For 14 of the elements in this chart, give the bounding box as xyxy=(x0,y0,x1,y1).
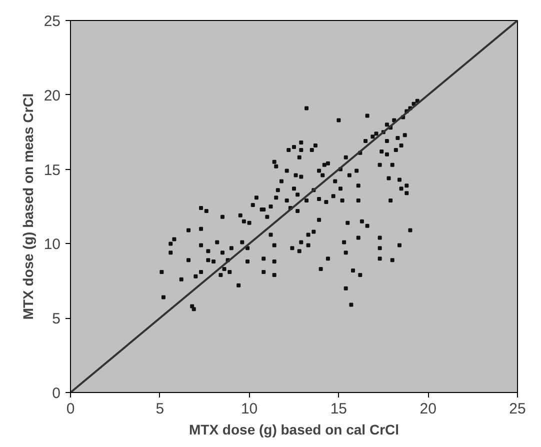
x-tick-label: 15 xyxy=(330,400,348,418)
x-tick-label: 25 xyxy=(509,400,526,418)
x-tick-label: 5 xyxy=(156,400,164,418)
x-axis-title: MTX dose (g) based on cal CrCl xyxy=(188,422,400,438)
y-tick-label: 20 xyxy=(44,87,61,104)
y-tick-label: 0 xyxy=(52,385,60,402)
x-tick-label: 20 xyxy=(420,400,436,418)
x-tick-label: 10 xyxy=(240,400,258,418)
y-tick-label: 5 xyxy=(52,310,60,328)
y-tick-label: 10 xyxy=(44,236,61,254)
x-tick-label: 0 xyxy=(66,400,75,418)
y-axis-title: MTX dose (g) based on meas CrCl xyxy=(20,93,36,320)
y-tick-label: 25 xyxy=(44,13,61,30)
y-tick-label: 15 xyxy=(44,162,61,179)
